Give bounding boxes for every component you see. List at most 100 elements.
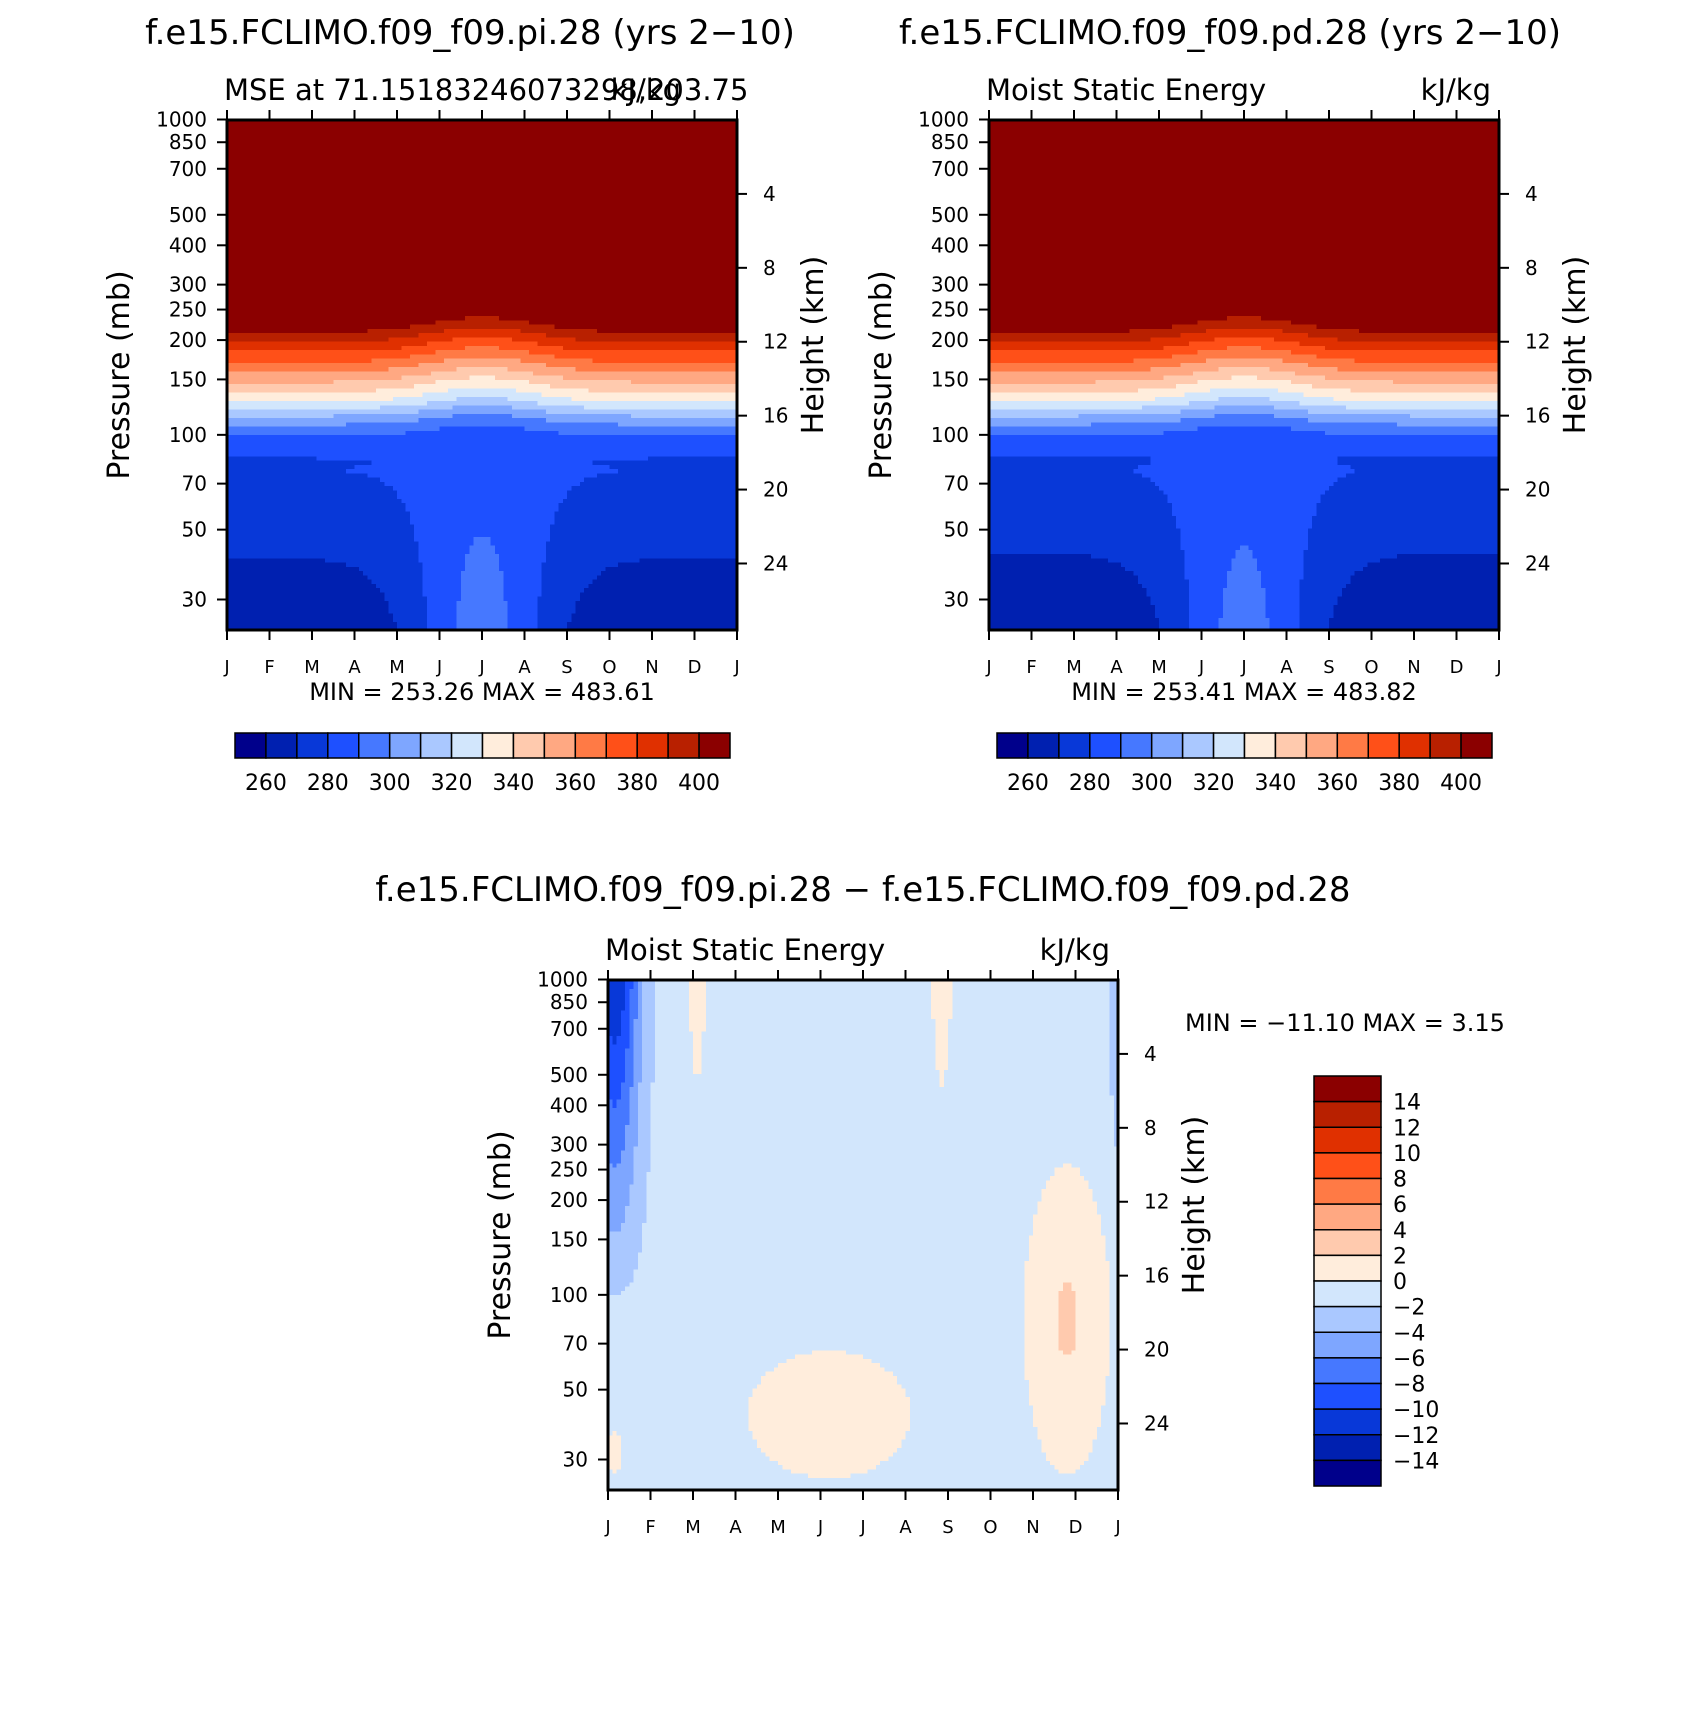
contour-cell bbox=[236, 337, 241, 342]
contour-cell bbox=[248, 617, 253, 622]
contour-cell bbox=[240, 600, 245, 605]
contour-cell bbox=[248, 558, 253, 563]
contour-cell bbox=[240, 158, 245, 163]
contour-cell bbox=[248, 231, 253, 236]
contour-cell bbox=[231, 171, 236, 176]
contour-cell bbox=[236, 150, 241, 155]
contour-cell bbox=[240, 554, 245, 559]
contour-cell bbox=[231, 456, 236, 461]
contour-cell bbox=[244, 596, 249, 601]
contour-cell bbox=[244, 430, 249, 435]
contour-cell bbox=[240, 388, 245, 393]
contour-cell bbox=[253, 588, 258, 593]
contour-cell bbox=[248, 520, 253, 525]
contour-cell bbox=[244, 422, 249, 427]
contour-cell bbox=[244, 282, 249, 287]
contour-cell bbox=[240, 124, 245, 129]
contour-cell bbox=[248, 384, 253, 389]
contour-cell bbox=[248, 243, 253, 248]
contour-cell bbox=[244, 566, 249, 571]
contour-cell bbox=[236, 575, 241, 580]
contour-cell bbox=[231, 520, 236, 525]
contour-cell bbox=[240, 282, 245, 287]
contour-cell bbox=[248, 600, 253, 605]
contour-cell bbox=[248, 367, 253, 372]
contour-cell bbox=[248, 418, 253, 423]
contour-cell bbox=[240, 290, 245, 295]
contour-cell bbox=[236, 286, 241, 291]
contour-cell bbox=[244, 286, 249, 291]
contour-cell bbox=[236, 239, 241, 244]
plot-title: f.e15.FCLIMO.f09_f09.pi.28 (yrs 2−10) bbox=[145, 13, 795, 53]
contour-cell bbox=[231, 354, 236, 359]
contour-cell bbox=[236, 507, 241, 512]
contour-cell bbox=[248, 592, 253, 597]
contour-cell bbox=[244, 524, 249, 529]
contour-cell bbox=[248, 371, 253, 376]
contour-cell bbox=[244, 265, 249, 270]
contour-cell bbox=[244, 167, 249, 172]
contour-cell bbox=[244, 379, 249, 384]
contour-cell bbox=[248, 392, 253, 397]
contour-cell bbox=[248, 575, 253, 580]
contour-cell bbox=[248, 375, 253, 380]
contour-cell bbox=[236, 571, 241, 576]
contour-cell bbox=[240, 235, 245, 240]
contour-cell bbox=[231, 405, 236, 410]
contour-cell bbox=[240, 341, 245, 346]
contour-cell bbox=[240, 605, 245, 610]
contour-cell bbox=[231, 617, 236, 622]
contour-cell bbox=[248, 460, 253, 465]
contour-cell bbox=[240, 222, 245, 227]
contour-cell bbox=[244, 409, 249, 414]
contour-cell bbox=[240, 256, 245, 261]
contour-cell bbox=[248, 218, 253, 223]
contour-cell bbox=[231, 379, 236, 384]
contour-cell bbox=[244, 392, 249, 397]
contour-cell bbox=[236, 498, 241, 503]
contour-cell bbox=[248, 571, 253, 576]
contour-cell bbox=[236, 379, 241, 384]
contour-cell bbox=[248, 388, 253, 393]
contour-cell bbox=[244, 320, 249, 325]
contour-cell bbox=[244, 197, 249, 202]
contour-cell bbox=[231, 511, 236, 516]
contour-cell bbox=[236, 396, 241, 401]
contour-cell bbox=[248, 286, 253, 291]
contour-cell bbox=[231, 124, 236, 129]
contour-cell bbox=[236, 405, 241, 410]
contour-cell bbox=[240, 311, 245, 316]
contour-cell bbox=[244, 473, 249, 478]
contour-cell bbox=[236, 430, 241, 435]
contour-cell bbox=[244, 405, 249, 410]
contour-cell bbox=[236, 558, 241, 563]
contour-cell bbox=[240, 350, 245, 355]
contour-cell bbox=[248, 537, 253, 542]
contour-cell bbox=[248, 613, 253, 618]
contour-cell bbox=[244, 605, 249, 610]
contour-cell bbox=[240, 541, 245, 546]
contour-cell bbox=[240, 294, 245, 299]
contour-cell bbox=[244, 562, 249, 567]
contour-cell bbox=[236, 549, 241, 554]
contour-cell bbox=[236, 205, 241, 210]
contour-cell bbox=[240, 503, 245, 508]
contour-cell bbox=[231, 324, 236, 329]
contour-cell bbox=[231, 481, 236, 486]
contour-cell bbox=[236, 350, 241, 355]
contour-cell bbox=[240, 571, 245, 576]
contour-cell bbox=[236, 290, 241, 295]
contour-cell bbox=[240, 494, 245, 499]
contour-cell bbox=[248, 350, 253, 355]
contour-cell bbox=[240, 422, 245, 427]
contour-cell bbox=[231, 388, 236, 393]
contour-cell bbox=[231, 571, 236, 576]
contour-cell bbox=[236, 524, 241, 529]
contour-cell bbox=[236, 494, 241, 499]
contour-cell bbox=[236, 367, 241, 372]
contour-cell bbox=[244, 341, 249, 346]
contour-cell bbox=[248, 596, 253, 601]
contour-cell bbox=[244, 490, 249, 495]
contour-cell bbox=[244, 464, 249, 469]
contour-cell bbox=[231, 418, 236, 423]
